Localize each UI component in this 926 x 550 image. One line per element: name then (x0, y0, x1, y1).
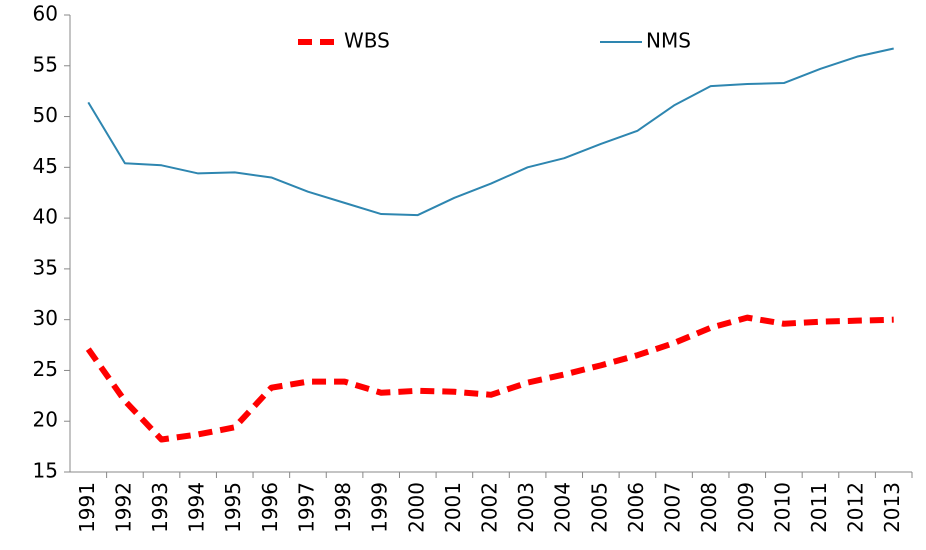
y-tick-label: 45 (33, 154, 58, 178)
x-tick-label: 1993 (148, 482, 172, 533)
x-tick-label: 2001 (441, 482, 465, 533)
x-tick-label: 1996 (258, 482, 282, 533)
x-tick-label: 2007 (661, 482, 685, 533)
legend-label: NMS (646, 29, 691, 53)
x-tick-label: 2013 (880, 482, 904, 533)
x-tick-label: 2004 (551, 482, 575, 533)
x-tick-label: 1998 (331, 482, 355, 533)
legend-label: WBS (344, 29, 390, 53)
x-tick-label: 2009 (734, 482, 758, 533)
x-tick-label: 2011 (807, 482, 831, 533)
x-tick-label: 1991 (75, 482, 99, 533)
y-tick-label: 25 (33, 357, 58, 381)
x-tick-label: 2010 (770, 482, 794, 533)
y-tick-label: 40 (33, 205, 58, 229)
x-tick-label: 1995 (221, 482, 245, 533)
y-tick-label: 15 (33, 459, 58, 483)
x-tick-label: 2006 (624, 482, 648, 533)
y-tick-label: 50 (33, 103, 58, 127)
x-tick-label: 2000 (404, 482, 428, 533)
series-line (85, 314, 894, 443)
x-tick-label: 1997 (294, 482, 318, 533)
x-tick-label: 2003 (514, 482, 538, 533)
x-tick-label: 1999 (368, 482, 392, 533)
y-tick-label: 60 (33, 2, 58, 26)
x-tick-label: 2005 (587, 482, 611, 533)
y-tick-label: 55 (33, 52, 58, 76)
y-tick-label: 35 (33, 255, 58, 279)
x-tick-label: 1994 (185, 482, 209, 533)
series-line (87, 47, 894, 217)
x-tick-label: 2012 (844, 482, 868, 533)
y-tick-label: 20 (33, 408, 58, 432)
y-tick-label: 30 (33, 306, 58, 330)
x-tick-label: 1992 (111, 482, 135, 533)
x-tick-label: 2008 (697, 482, 721, 533)
x-tick-label: 2002 (478, 482, 502, 533)
